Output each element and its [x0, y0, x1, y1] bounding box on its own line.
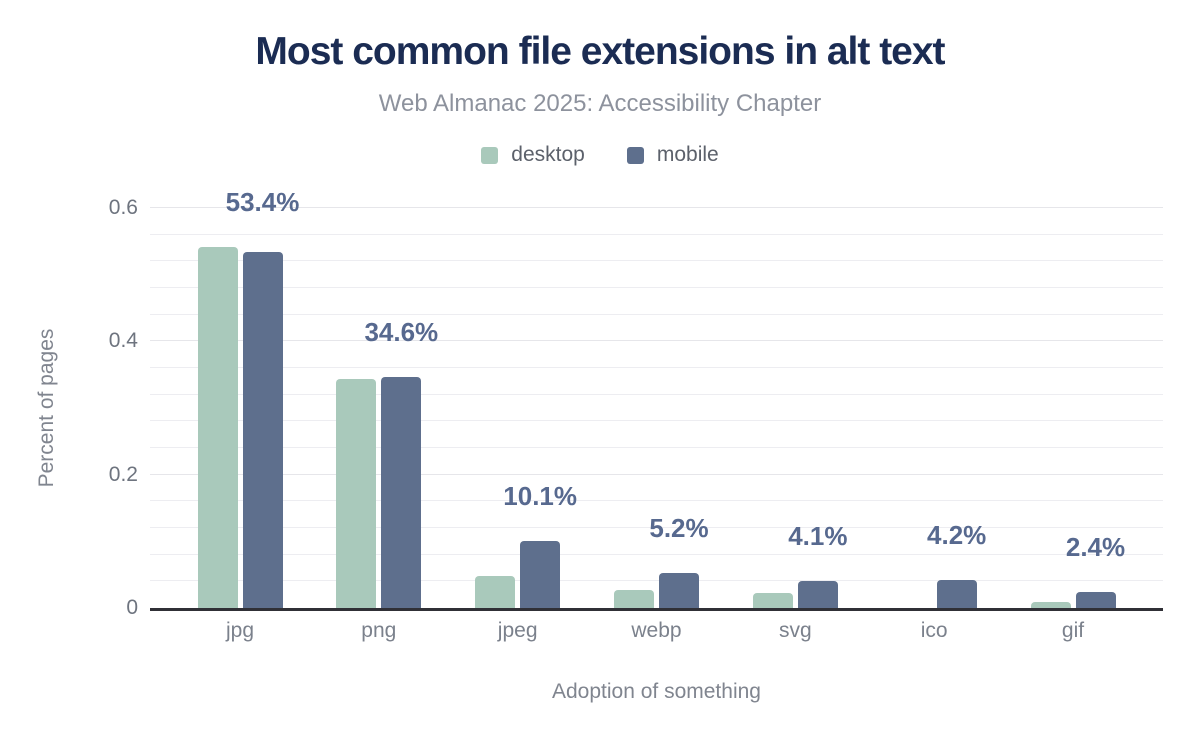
- value-label-jpeg: 10.1%: [503, 480, 578, 511]
- gridline: [150, 553, 1163, 555]
- gridline: [150, 260, 1163, 262]
- value-label-svg: 4.1%: [788, 520, 848, 551]
- gridline: [150, 287, 1163, 288]
- legend: desktop mobile: [0, 143, 1200, 167]
- value-label-gif: 2.4%: [1065, 532, 1126, 562]
- bar-mobile-jpeg: [520, 540, 561, 608]
- value-label-png: 34.6%: [364, 317, 439, 348]
- bar-mobile-webp: [659, 573, 699, 608]
- gridline: [150, 393, 1163, 395]
- legend-swatch-mobile: [626, 146, 644, 164]
- legend-item-desktop: desktop: [481, 143, 585, 167]
- x-category-label-png: png: [361, 619, 397, 642]
- chart-title: Most common file extensions in alt text: [255, 30, 945, 73]
- gridline: [150, 473, 1163, 475]
- bar-desktop-webp: [614, 590, 654, 608]
- bar-mobile-png: [381, 377, 422, 608]
- legend-swatch-desktop: [481, 146, 499, 164]
- gridline: [150, 340, 1163, 342]
- chart-subtitle: Web Almanac 2025: Accessibility Chapter: [378, 90, 822, 117]
- y-tick-label: 0: [126, 596, 138, 619]
- gridline: [150, 527, 1163, 528]
- plot-area: 53.4% 34.6% 10.1% 5.2% 4.1% 4.2% 2.4%: [150, 189, 1163, 611]
- bar-desktop-gif: [1030, 602, 1071, 608]
- bar-mobile-gif: [1075, 592, 1116, 608]
- x-category-label-svg: svg: [778, 619, 812, 642]
- gridline: [150, 500, 1163, 502]
- gridline: [150, 367, 1163, 368]
- y-tick-label: 0.4: [108, 329, 138, 353]
- x-category-label-ico: ico: [920, 619, 948, 642]
- gridline: [150, 447, 1163, 448]
- legend-label: mobile: [656, 143, 719, 166]
- bar-mobile-svg: [797, 580, 838, 608]
- legend-item-mobile: mobile: [626, 143, 719, 167]
- y-tick-label: 0.2: [108, 462, 138, 486]
- x-category-label-jpg: jpg: [225, 619, 255, 642]
- x-category-label-gif: gif: [1061, 619, 1085, 642]
- gridline: [150, 313, 1163, 315]
- bar-mobile-ico: [936, 580, 977, 608]
- gridline: [150, 580, 1163, 582]
- bar-desktop-jpeg: [475, 576, 516, 608]
- legend-label: desktop: [511, 143, 585, 166]
- bar-desktop-svg: [752, 592, 793, 608]
- value-label-webp: 5.2%: [649, 513, 709, 544]
- x-axis-title: Adoption of something: [552, 680, 761, 703]
- bar-desktop-png: [336, 379, 377, 608]
- value-label-ico: 4.2%: [927, 520, 987, 550]
- value-label-jpg: 53.4%: [225, 187, 300, 218]
- x-category-label-jpeg: jpeg: [497, 619, 538, 642]
- bar-desktop-jpg: [197, 247, 238, 608]
- x-category-label-webp: webp: [631, 619, 682, 642]
- bar-mobile-jpg: [242, 252, 283, 608]
- gridline: [150, 233, 1163, 235]
- y-tick-label: 0.6: [108, 196, 138, 219]
- gridline: [150, 207, 1163, 208]
- gridline: [150, 420, 1163, 422]
